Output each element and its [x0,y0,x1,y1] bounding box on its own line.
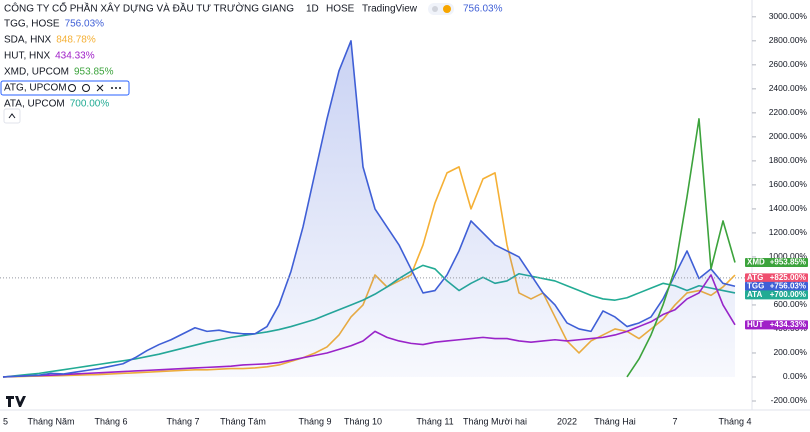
y-tick-label: 200.00% [773,347,807,357]
logo [6,396,26,407]
x-tick-label: Tháng 11 [416,416,453,426]
y-tick-label: 2800.00% [769,35,808,45]
legend-box [0,80,130,96]
interval: 1D [306,4,319,15]
status-dot [443,5,451,13]
y-tick-label: 0.00% [783,371,808,381]
axis-tag-name: ATA [747,290,762,299]
axis-tag-value: +756.03% [770,282,806,291]
y-tick-label: 2000.00% [769,131,808,141]
legend-name: ATA, UPCOM [4,99,65,110]
status-dot [432,6,438,12]
legend: TGG, HOSE 756.03% SDA, HNX 848.78% HUT, HNX 4… [0,19,130,110]
source: TradingView [362,4,418,15]
x-tick-label: Tháng Hai [594,416,636,426]
x-tick-label: Tháng 6 [94,416,127,426]
legend-value: 756.03% [65,19,105,30]
axis-tag-value: +434.33% [770,320,806,329]
header-value: 756.03% [463,4,503,15]
axis-tag-value: +825.00% [770,273,806,282]
legend-name: ATG, UPCOM [4,83,67,94]
axis-tag [745,273,808,283]
x-tick-label: 5 [3,416,8,426]
legend-value: 953.85% [74,67,114,78]
legend-icon[interactable] [96,84,104,92]
legend-icon [119,87,121,89]
legend-name: HUT, HNX [4,51,50,62]
collapse-icon [8,113,16,119]
y-tick-label: 3000.00% [769,11,808,21]
x-tick-label: 7 [672,416,677,426]
axis-tag [745,257,808,267]
x-tick-label: Tháng Tám [220,416,266,426]
axis-tag-value: +700.00% [770,290,806,299]
axis-tag-name: HUT [747,320,764,329]
legend-icon [111,87,113,89]
collapse-button[interactable] [3,108,21,124]
x-tick-label: Tháng Mười hai [463,416,527,426]
x-tick-label: 2022 [557,416,577,426]
y-tick-label: 1600.00% [769,179,808,189]
y-tick-label: 1000.00% [769,251,808,261]
y-tick-label: 1200.00% [769,227,808,237]
chart-title: CÔNG TY CỔ PHẦN XÂY DỰNG VÀ ĐẦU TƯ TRƯỜN… [4,2,294,15]
axis-tag [745,290,808,300]
x-tick-label: Tháng 10 [344,416,382,426]
axis-tag-value: +953.85% [770,258,806,267]
legend-value: 700.00% [70,99,110,110]
legend-icon[interactable] [82,84,90,92]
legend-name: SDA, HNX [4,35,52,46]
y-tick-label: 2200.00% [769,107,808,117]
plot-area [0,40,752,378]
y-tick-label: 1800.00% [769,155,808,165]
legend-name: TGG, HOSE [4,19,60,30]
axis-tag-name: TGG [747,282,764,291]
legend-name: XMD, UPCOM [4,67,69,78]
exchange: HOSE [326,4,355,15]
y-tick-label: 1400.00% [769,203,808,213]
x-tick-label: Tháng Năm [27,416,74,426]
axis-tag-name: XMD [747,258,765,267]
y-tick-label: 600.00% [773,299,807,309]
line [626,118,736,378]
x-tick-label: Tháng 9 [298,416,331,426]
legend-value: 434.33% [55,51,95,62]
legend-icon [115,87,117,89]
axis-tag [745,320,808,330]
axis-tag-name: ATG [747,273,763,282]
legend-icon[interactable] [68,84,76,92]
area [3,40,735,377]
y-tick-label: 2600.00% [769,59,808,69]
line [2,40,736,378]
y-tick-label: -200.00% [771,395,808,405]
x-tick-label: Tháng 4 [718,416,751,426]
legend-value: 848.78% [56,35,96,46]
x-tick-label: Tháng 7 [166,416,199,426]
y-tick-label: 2400.00% [769,83,808,93]
axis-tag [745,281,808,291]
